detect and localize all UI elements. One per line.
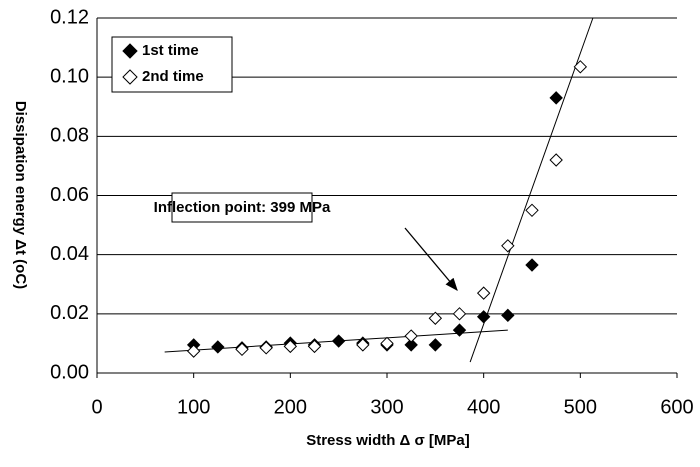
legend-marker [122,43,138,59]
point [476,310,491,324]
x-axis-label: Stress width Δ σ [MPa] [306,432,470,449]
legend-marker [122,69,138,85]
x-tick-label: 500 [564,396,597,418]
point [331,334,346,348]
point [186,344,201,358]
point [452,307,467,321]
point [573,60,588,74]
point [501,239,515,253]
y-tick-label: 0.06 [50,184,89,206]
legend-label: 1st time [142,42,199,59]
x-tick-label: 600 [660,396,693,418]
legend: 1st time 2nd time [111,36,233,93]
point [356,338,370,352]
trend-line [469,17,594,363]
y-tick-label: 0.12 [50,6,89,28]
legend-label: 2nd time [142,68,204,85]
point [283,339,298,354]
point [404,338,418,352]
annotation-arrow [404,227,458,291]
point [501,308,515,323]
point [452,323,467,337]
y-axis-label: Dissipation energy Δt (oC) [12,101,29,289]
annotation: Inflection point: 399 MPa [154,199,331,216]
point [428,311,443,325]
point [404,329,418,343]
x-tick-label: 300 [370,396,403,418]
point [525,203,539,217]
point [549,91,563,105]
point [525,258,539,272]
point [259,341,273,355]
x-tick-label: 400 [467,396,500,418]
point [380,336,394,351]
point [235,342,249,357]
annotation-box [171,192,313,223]
x-tick-label: 100 [177,396,210,418]
y-tick-label: 0.04 [50,243,89,265]
y-tick-label: 0.02 [50,302,89,324]
x-tick-label: 200 [274,396,307,418]
point [211,340,225,354]
y-tick-label: 0.08 [50,125,89,147]
point [307,339,322,354]
point [476,286,491,300]
point [428,338,443,352]
point [549,153,563,167]
y-tick-label: 0.10 [50,65,89,87]
x-tick-label: 0 [91,396,102,418]
y-tick-label: 0.00 [50,361,89,383]
